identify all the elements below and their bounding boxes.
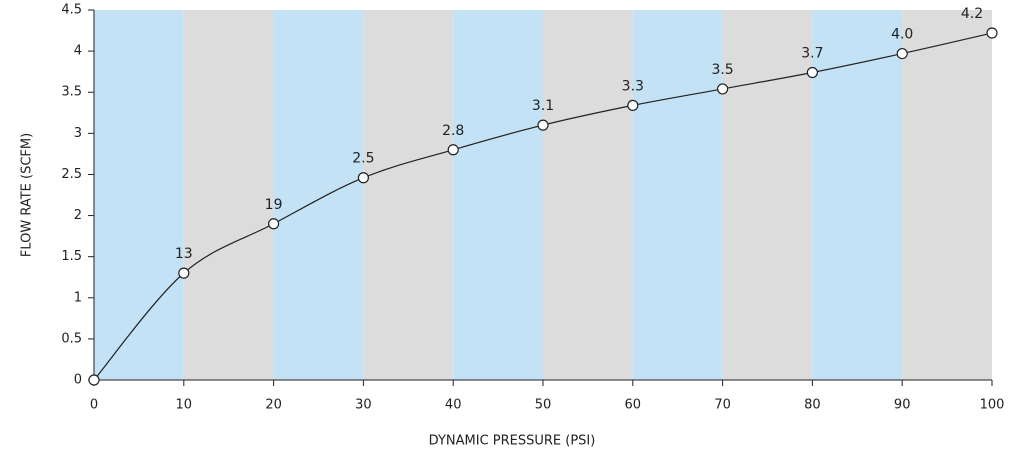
- point: [806, 66, 819, 79]
- point: [357, 172, 369, 184]
- value-label: 4.2: [961, 6, 983, 22]
- x-tick-label: 60: [625, 398, 642, 413]
- point: [88, 374, 100, 386]
- point: [896, 47, 908, 60]
- background-band: [722, 10, 813, 380]
- value-label: 2.8: [442, 123, 464, 139]
- point: [178, 267, 190, 279]
- point: [268, 218, 280, 230]
- x-tick-label: 50: [535, 398, 552, 413]
- y-tick-label: 0: [74, 373, 82, 388]
- y-tick-label: 1: [74, 290, 82, 305]
- x-tick-label: 100: [980, 398, 1005, 413]
- point: [716, 83, 729, 95]
- x-tick-label: 10: [176, 398, 193, 413]
- value-label: 2.5: [352, 151, 374, 167]
- point: [986, 27, 998, 39]
- x-tick-label: 70: [714, 398, 731, 413]
- background-band: [902, 10, 992, 380]
- x-tick-label: 40: [445, 398, 462, 413]
- x-tick-label: 20: [265, 398, 282, 413]
- y-tick-label: 2.5: [61, 167, 82, 182]
- point: [447, 144, 459, 156]
- y-tick-label: 3: [74, 126, 82, 141]
- value-label: 13: [175, 246, 193, 262]
- background-band: [273, 10, 364, 380]
- value-label: 4.0: [891, 27, 913, 43]
- background-band: [543, 10, 633, 380]
- x-tick-label: 90: [894, 398, 911, 413]
- background-band: [183, 10, 274, 380]
- line-curve: [93, 32, 993, 381]
- y-tick-label: 0.5: [61, 331, 82, 346]
- background-band: [632, 10, 723, 380]
- value-label: 3.1: [532, 98, 554, 114]
- y-tick-label: 4.5: [61, 3, 82, 18]
- x-tick-label: 0: [90, 398, 98, 413]
- value-label: 3.3: [622, 78, 644, 94]
- value-label: 3.7: [801, 45, 823, 61]
- background-band: [453, 10, 543, 380]
- y-tick-label: 1.5: [61, 249, 82, 264]
- point: [537, 119, 549, 131]
- y-tick-label: 2: [74, 208, 82, 223]
- background-band: [363, 10, 454, 380]
- point: [627, 99, 639, 111]
- x-axis-title: DYNAMIC PRESSURE (PSI): [429, 434, 596, 449]
- background-band: [812, 10, 903, 380]
- value-label: 19: [265, 197, 283, 213]
- y-tick-label: 3.5: [61, 85, 82, 100]
- x-tick-label: 30: [355, 398, 372, 413]
- x-tick-label: 80: [804, 398, 821, 413]
- y-axis-title: FLOW RATE (SCFM): [20, 133, 35, 257]
- y-tick-label: 4: [74, 44, 82, 59]
- background-band: [94, 10, 184, 380]
- value-label: 3.5: [711, 62, 733, 78]
